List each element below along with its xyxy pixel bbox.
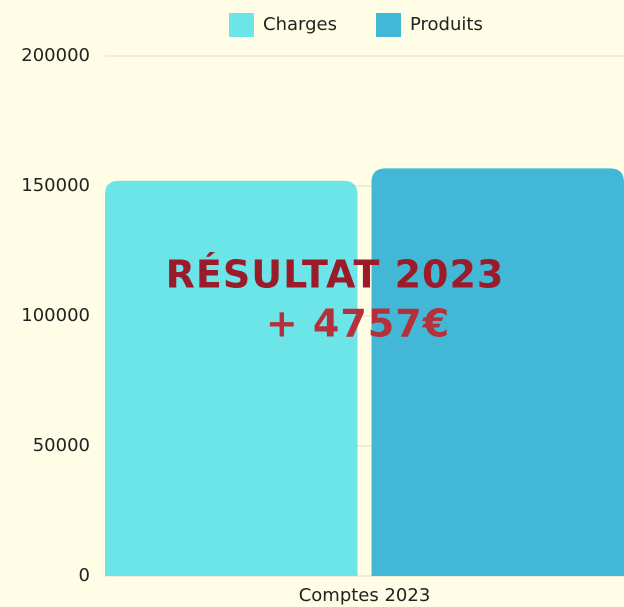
y-tick-label: 100000 [21,305,90,326]
legend-label: Charges [263,14,337,35]
y-tick-label: 0 [79,565,90,586]
legend-label: Produits [410,14,483,35]
y-tick-label: 50000 [33,435,90,456]
bar [105,180,358,577]
y-tick-label: 200000 [21,45,90,66]
annotation: + 4757€ [266,302,450,346]
legend-swatch [229,13,254,37]
bar [371,168,624,576]
legend-swatch [376,13,401,37]
annotation: RÉSULTAT 2023 [166,253,505,297]
x-tick-label: Comptes 2023 [299,585,431,606]
y-tick-label: 150000 [21,175,90,196]
